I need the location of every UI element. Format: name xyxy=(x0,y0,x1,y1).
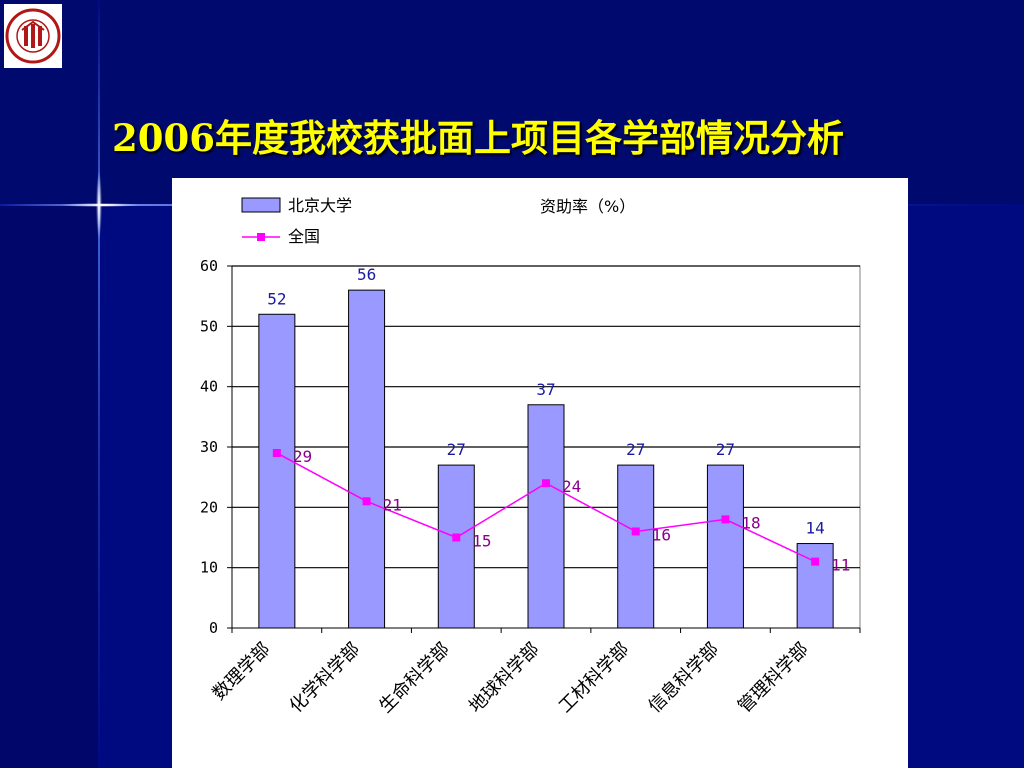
y-tick-label: 30 xyxy=(200,438,218,456)
sparkle-vertical xyxy=(96,170,102,240)
line-point xyxy=(811,557,820,566)
bar-value-label: 27 xyxy=(447,440,466,459)
bar xyxy=(796,543,834,629)
category-label: 工材科学部 xyxy=(555,639,633,717)
line-value-label: 21 xyxy=(383,495,402,514)
line-point xyxy=(362,497,371,506)
legend-swatch-bar xyxy=(241,197,281,213)
line-value-label: 18 xyxy=(741,513,760,532)
category-label: 生命科学部 xyxy=(375,639,453,717)
decorative-vertical-line xyxy=(98,0,100,768)
bar-value-label: 27 xyxy=(716,440,735,459)
category-label: 管理科学部 xyxy=(734,639,812,717)
bar-value-label: 14 xyxy=(806,519,825,538)
y-tick-label: 10 xyxy=(200,559,218,577)
y-tick-label: 0 xyxy=(209,619,218,637)
line-value-label: 15 xyxy=(472,532,491,551)
legend-label-bar: 北京大学 xyxy=(288,196,352,215)
chart-panel: 52 56 27 37 27 27 14 29 21 15 24 16 18 11 0 10 20 30 40 50… xyxy=(172,178,908,768)
category-label: 化学科学部 xyxy=(286,639,364,717)
category-label: 地球科学部 xyxy=(465,639,543,717)
line-value-label: 29 xyxy=(293,447,312,466)
category-label: 信息科学部 xyxy=(644,639,722,717)
bar-value-label: 27 xyxy=(626,440,645,459)
y-tick-label: 20 xyxy=(200,498,218,516)
line-point xyxy=(542,479,550,488)
bar-value-label: 52 xyxy=(267,289,286,308)
chart-title: 资助率（%） xyxy=(540,197,635,216)
bar xyxy=(258,313,296,629)
line-value-label: 11 xyxy=(831,556,850,575)
line-point xyxy=(631,527,640,536)
line-point xyxy=(721,515,730,524)
chart: 52 56 27 37 27 27 14 29 21 15 24 16 18 11 0 10 20 30 40 50… xyxy=(200,196,861,717)
slide-title: 2006年度我校获批面上项目各学部情况分析 xyxy=(112,116,844,160)
y-tick-label: 50 xyxy=(200,317,218,335)
legend-label-line: 全国 xyxy=(288,227,320,246)
y-tick-label: 60 xyxy=(200,257,218,275)
legend-marker-line xyxy=(257,233,265,241)
bar xyxy=(617,464,655,629)
peking-university-seal-icon xyxy=(4,4,62,68)
left-band xyxy=(0,205,98,768)
line-value-label: 16 xyxy=(652,525,671,544)
bar xyxy=(437,464,475,629)
line-point xyxy=(452,533,461,542)
y-tick-label: 40 xyxy=(200,378,218,396)
bar xyxy=(706,464,744,629)
bar xyxy=(527,404,565,629)
bar xyxy=(348,289,386,629)
line-point xyxy=(272,449,281,458)
header-band xyxy=(0,0,1024,205)
category-label: 数理学部 xyxy=(209,639,275,705)
line-value-label: 24 xyxy=(562,477,581,496)
bar-value-label: 56 xyxy=(357,265,376,284)
bar-value-label: 37 xyxy=(536,380,555,399)
